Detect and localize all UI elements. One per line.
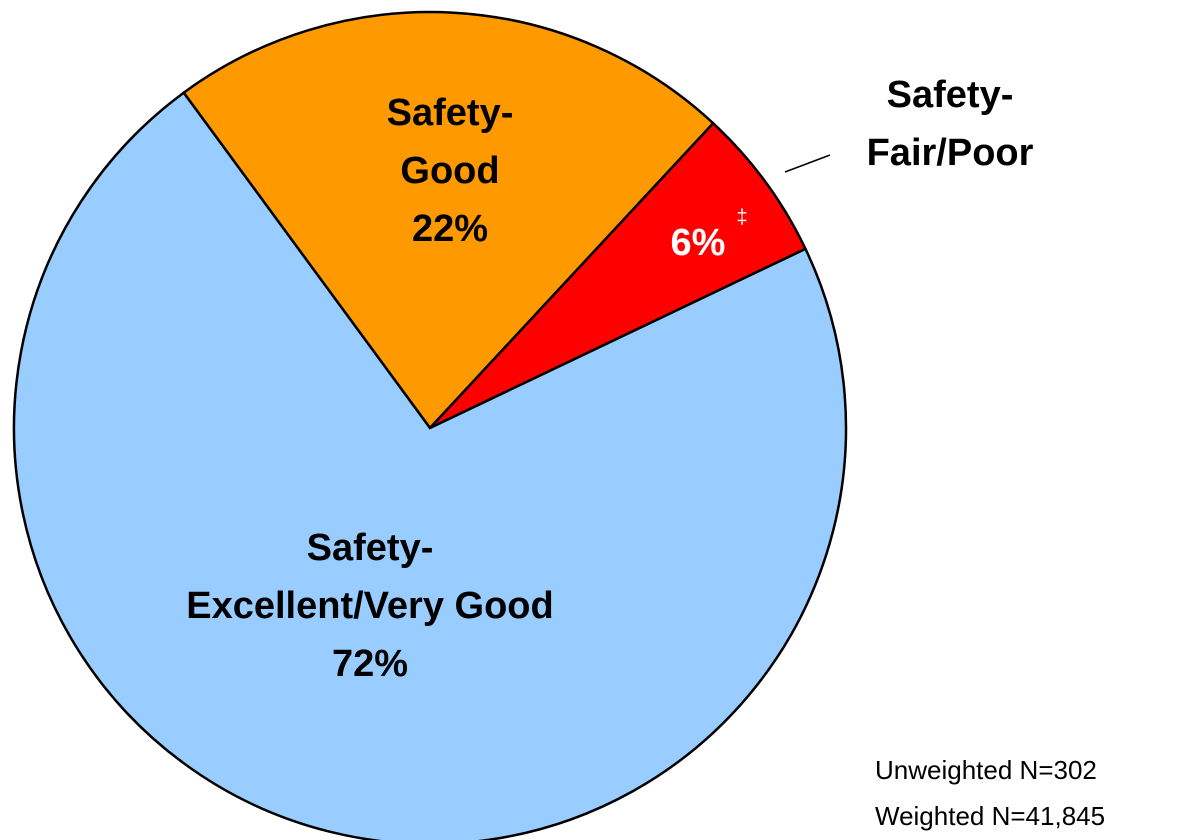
slice-label: Safety- Good	[387, 92, 514, 192]
label-line: Safety-	[387, 92, 514, 134]
pie-slice	[12, 90, 848, 840]
note: Unweighted N=302	[875, 755, 1097, 785]
leader-line	[784, 154, 831, 173]
label-line: Good	[400, 150, 499, 192]
slice-label: Safety- Excellent/Very Good	[186, 527, 553, 627]
label-line: Safety-	[307, 527, 434, 569]
label-line: Fair/Poor	[867, 132, 1034, 174]
label-line: Safety-	[887, 74, 1014, 116]
category-label: Safety- Fair/Poor	[867, 74, 1034, 174]
label-line: Excellent/Very Good	[186, 585, 553, 627]
category-label: Safety- Good	[387, 92, 514, 192]
annotation: ‡	[736, 206, 747, 228]
value-label: 6%	[671, 222, 726, 264]
value-label: 22%	[412, 208, 488, 250]
slice-label: Safety- Fair/Poor	[867, 74, 1034, 174]
pie-slice	[181, 10, 715, 430]
value-label: 72%	[332, 643, 408, 685]
note: Weighted N=41,845	[875, 801, 1105, 831]
category-label: Safety- Excellent/Very Good	[186, 527, 553, 627]
pie-slice	[429, 121, 808, 430]
